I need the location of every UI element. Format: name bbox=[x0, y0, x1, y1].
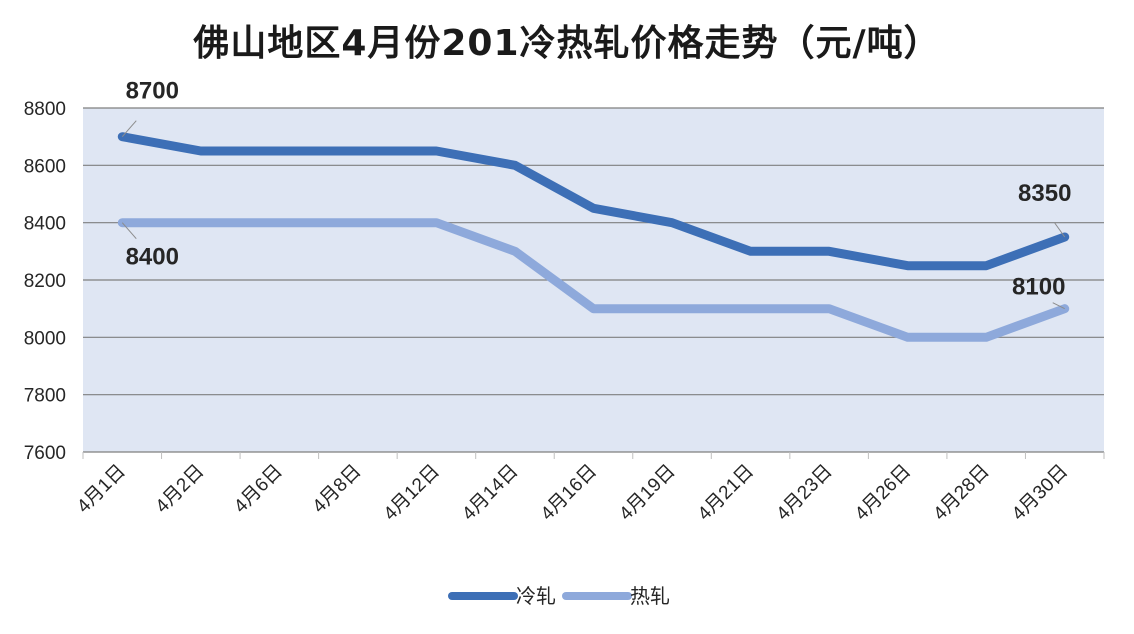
x-tick-label: 4月23日 bbox=[773, 461, 837, 525]
data-label: 8700 bbox=[126, 78, 179, 105]
x-tick-label: 4月8日 bbox=[309, 461, 366, 518]
data-label-leader bbox=[121, 120, 137, 137]
y-tick-label: 8800 bbox=[24, 99, 66, 120]
x-tick-label: 4月2日 bbox=[152, 461, 209, 518]
x-tick-label: 4月16日 bbox=[537, 461, 601, 525]
y-tick-label: 8400 bbox=[24, 214, 66, 235]
series-line-cold-rolled bbox=[117, 132, 1070, 271]
x-tick-label: 4月21日 bbox=[694, 461, 758, 525]
data-label-leader bbox=[1054, 222, 1066, 238]
y-tick-label: 7600 bbox=[24, 443, 66, 464]
data-label: 8350 bbox=[1018, 180, 1071, 207]
y-tick-label: 8600 bbox=[24, 156, 66, 177]
y-tick-label: 7800 bbox=[24, 386, 66, 407]
data-label-leader bbox=[1052, 302, 1065, 310]
x-tick-label: 4月28日 bbox=[930, 461, 994, 525]
data-label-leader bbox=[121, 222, 137, 239]
chart-title: 佛山地区4月份201冷热轧价格走势（元/吨） bbox=[193, 23, 941, 64]
x-tick-label: 4月14日 bbox=[458, 461, 522, 525]
data-labels: 8700 8400 8350 8100 bbox=[121, 78, 1071, 310]
data-label: 8400 bbox=[126, 244, 179, 271]
series-lines bbox=[117, 132, 1070, 342]
x-tick-label: 4月1日 bbox=[73, 461, 130, 518]
x-tick-label: 4月6日 bbox=[230, 461, 287, 518]
x-tick-label: 4月30日 bbox=[1008, 461, 1072, 525]
x-tick-label: 4月19日 bbox=[615, 461, 679, 525]
legend: 冷轧 热轧 bbox=[448, 584, 670, 608]
y-tick-label: 8200 bbox=[24, 271, 66, 292]
x-tick-label: 4月26日 bbox=[851, 461, 915, 525]
legend-label: 热轧 bbox=[630, 584, 670, 608]
x-tick-label: 4月12日 bbox=[380, 461, 444, 525]
data-label: 8100 bbox=[1012, 274, 1065, 301]
series-line-hot-rolled bbox=[117, 218, 1070, 342]
y-tick-label: 8000 bbox=[24, 328, 66, 349]
legend-label: 冷轧 bbox=[516, 584, 556, 608]
